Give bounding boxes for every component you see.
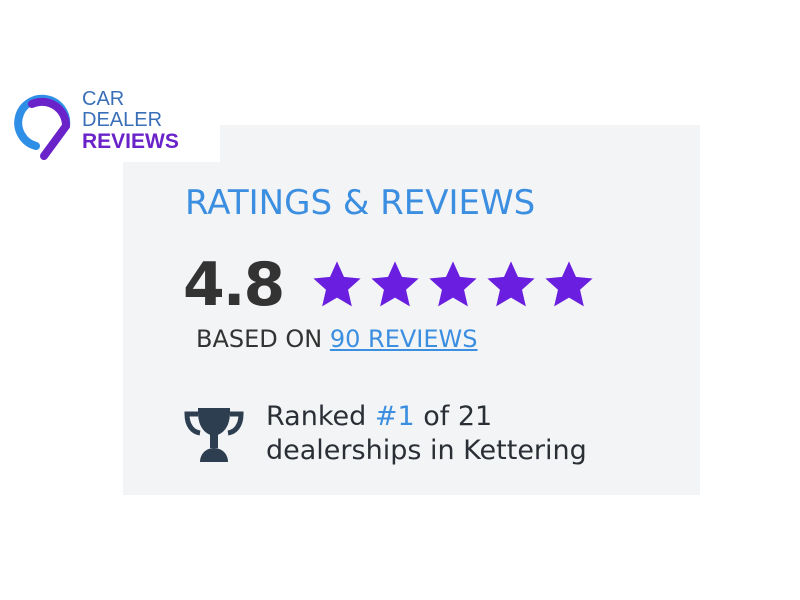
star-icon — [545, 261, 593, 307]
star-icon — [487, 261, 535, 307]
star-icon — [371, 261, 419, 307]
star-icon — [429, 261, 477, 307]
based-on-label: BASED ON — [196, 325, 330, 353]
reviews-link[interactable]: 90 REVIEWS — [329, 325, 478, 353]
logo-ring-icon — [14, 94, 71, 160]
ranked-prefix: Ranked — [266, 401, 375, 432]
ranked-suffix: of 21 — [414, 401, 493, 432]
ranked-location: dealerships in Kettering — [266, 435, 587, 466]
star-rating — [310, 258, 596, 312]
widget-title: RATINGS & REVIEWS — [185, 183, 536, 223]
rating-score: 4.8 — [183, 250, 285, 320]
rank-text: Ranked #1 of 21 dealerships in Kettering — [266, 400, 587, 468]
based-on-text: BASED ON 90 REVIEWS — [196, 325, 478, 353]
logo-line3: REVIEWS — [82, 130, 179, 153]
rank-number: #1 — [374, 401, 415, 432]
car-dealer-reviews-logo: CAR DEALER REVIEWS — [10, 82, 220, 162]
star-icon — [313, 261, 361, 307]
trophy-icon — [184, 408, 244, 462]
logo-line2: DEALER — [82, 109, 163, 131]
logo-line1: CAR — [82, 88, 125, 110]
